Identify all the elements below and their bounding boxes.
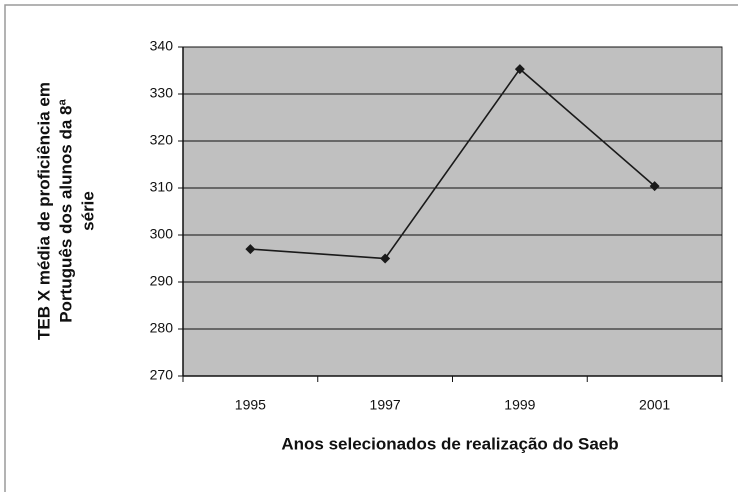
y-tick-label: 310 bbox=[150, 179, 174, 195]
marker bbox=[245, 244, 256, 255]
y-tick-label: 330 bbox=[150, 85, 174, 101]
x-tick-label: 2001 bbox=[639, 397, 670, 413]
x-tick-label: 1995 bbox=[235, 397, 266, 413]
marker bbox=[514, 64, 525, 75]
y-tick-label: 340 bbox=[150, 38, 174, 54]
marker bbox=[649, 181, 660, 192]
y-axis-label-line: TEB X média de proficiência em bbox=[34, 82, 53, 340]
x-tick-label: 1997 bbox=[370, 397, 401, 413]
plot-area bbox=[182, 46, 723, 377]
x-axis-label: Anos selecionados de realização do Saeb bbox=[281, 434, 618, 453]
y-axis-label-line: Português dos alunos da 8ª bbox=[56, 99, 75, 323]
y-axis-label: TEB X média de proficiência em Português… bbox=[34, 82, 97, 340]
y-tick-label: 320 bbox=[150, 132, 174, 148]
x-tick-label: 1999 bbox=[504, 397, 535, 413]
line bbox=[250, 67, 656, 260]
y-tick-label: 270 bbox=[150, 367, 174, 383]
y-tick-label: 280 bbox=[150, 320, 174, 336]
y-tick-label: 300 bbox=[150, 226, 174, 242]
marker bbox=[380, 253, 391, 264]
y-tick-label: 290 bbox=[150, 273, 174, 289]
y-axis-label-line: série bbox=[78, 191, 97, 231]
